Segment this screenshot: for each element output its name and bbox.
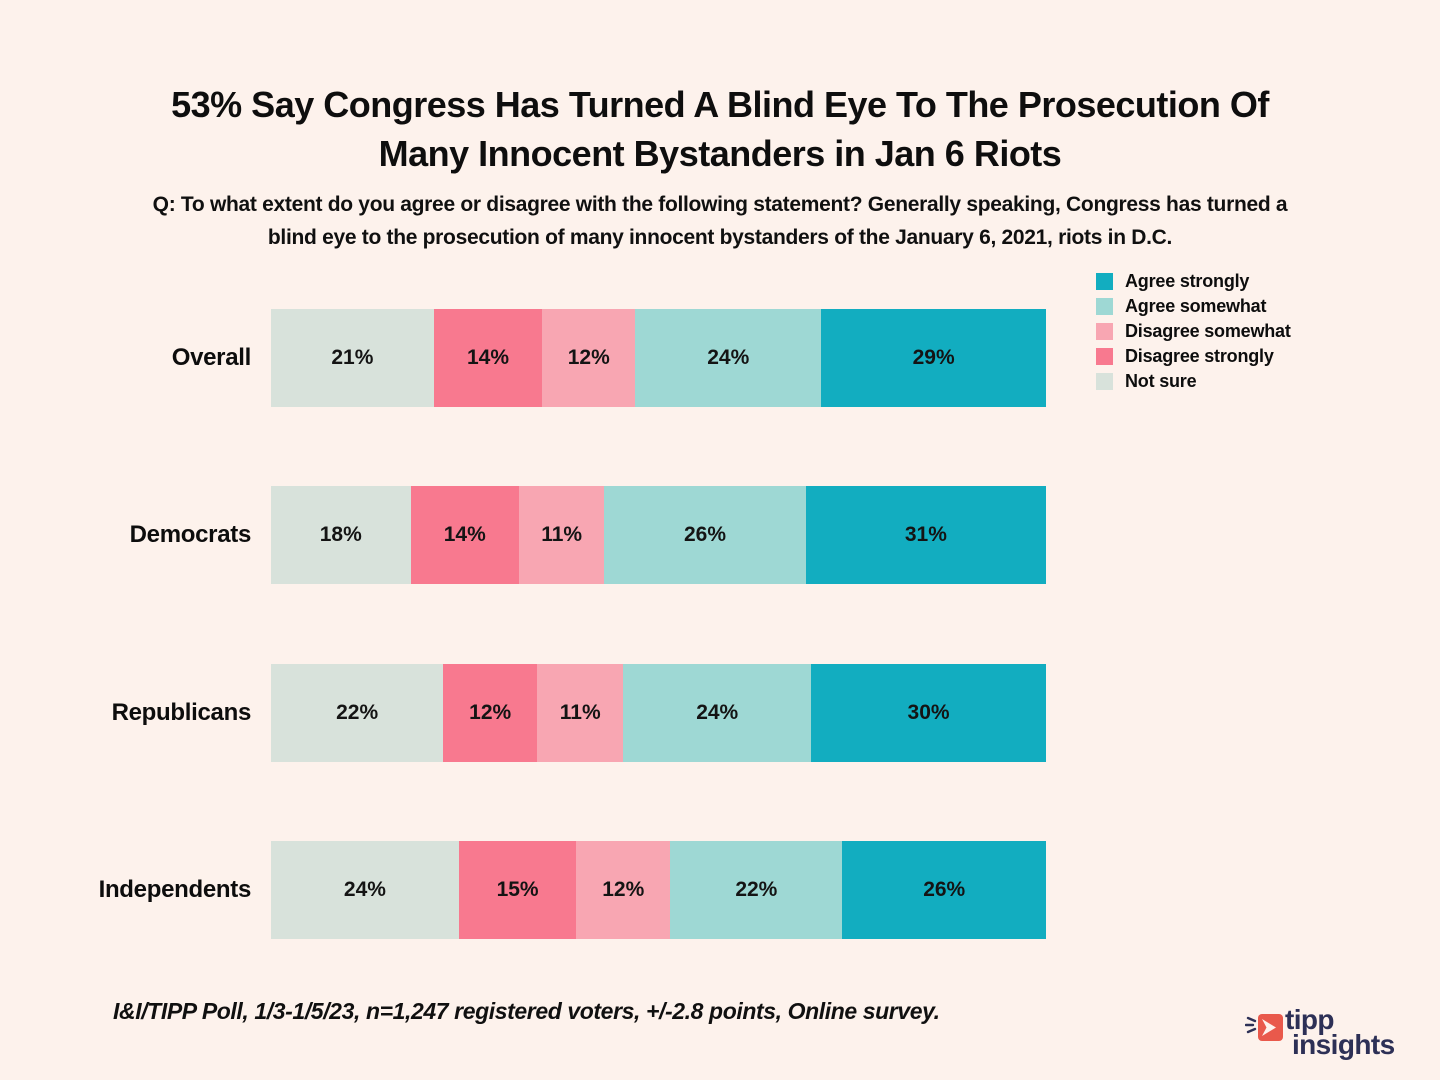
bar-segment-agree-strongly: 26% bbox=[842, 841, 1046, 939]
bar-segment-not-sure: 22% bbox=[271, 664, 444, 762]
legend-label-agree-strongly: Agree strongly bbox=[1125, 271, 1250, 291]
bar-segment-disagree-somewhat: 12% bbox=[576, 841, 671, 939]
legend-swatch-disagree-somewhat bbox=[1096, 323, 1113, 340]
bar-segment-agree-somewhat: 22% bbox=[670, 841, 843, 939]
bar-segment-agree-strongly: 30% bbox=[811, 664, 1046, 762]
legend-label-disagree-somewhat: Disagree somewhat bbox=[1125, 321, 1291, 341]
chart-title-line1: 53% Say Congress Has Turned A Blind Eye … bbox=[171, 84, 1269, 125]
bar-segment-agree-strongly: 31% bbox=[805, 486, 1046, 584]
bar-republicans: 22% 12% 11% 24% 30% bbox=[271, 664, 1046, 762]
bar-overall: 21% 14% 12% 24% 29% bbox=[271, 309, 1046, 407]
tipp-logo-mark-icon bbox=[1244, 1012, 1285, 1051]
legend-label-agree-somewhat: Agree somewhat bbox=[1125, 296, 1267, 316]
legend-item-disagree-somewhat: Disagree somewhat bbox=[1096, 319, 1291, 344]
bar-segment-not-sure: 21% bbox=[271, 309, 434, 407]
category-label-democrats: Democrats bbox=[129, 521, 252, 548]
legend-swatch-not-sure bbox=[1096, 373, 1113, 390]
bar-independents: 24% 15% 12% 22% 26% bbox=[271, 841, 1046, 939]
bar-segment-disagree-strongly: 14% bbox=[433, 309, 543, 407]
legend-label-not-sure: Not sure bbox=[1125, 371, 1197, 391]
bar-segment-disagree-somewhat: 11% bbox=[537, 664, 624, 762]
bar-segment-disagree-strongly: 14% bbox=[410, 486, 519, 584]
legend: Agree strongly Agree somewhat Disagree som… bbox=[1096, 269, 1291, 394]
bar-segment-agree-somewhat: 24% bbox=[623, 664, 812, 762]
category-label-independents: Independents bbox=[98, 876, 252, 903]
bar-segment-disagree-somewhat: 11% bbox=[519, 486, 605, 584]
legend-item-not-sure: Not sure bbox=[1096, 369, 1291, 394]
survey-question: Q: To what extent do you agree or disagr… bbox=[55, 188, 1385, 254]
survey-question-line1: Q: To what extent do you agree or disagr… bbox=[152, 193, 1288, 216]
chart-title: 53% Say Congress Has Turned A Blind Eye … bbox=[60, 80, 1380, 178]
bar-democrats: 18% 14% 11% 26% 31% bbox=[271, 486, 1046, 584]
bar-segment-agree-somewhat: 26% bbox=[604, 486, 806, 584]
survey-question-line2: blind eye to the prosecution of many inn… bbox=[267, 226, 1173, 249]
legend-swatch-agree-somewhat bbox=[1096, 298, 1113, 315]
tipp-logo-word-tipp: tipp bbox=[1285, 1004, 1335, 1035]
bar-segment-not-sure: 18% bbox=[271, 486, 411, 584]
category-label-republicans: Republicans bbox=[111, 699, 252, 726]
tipp-logo-word-insights: insights bbox=[1292, 1029, 1395, 1060]
bar-segment-disagree-strongly: 12% bbox=[443, 664, 538, 762]
legend-swatch-disagree-strongly bbox=[1096, 348, 1113, 365]
source-note: I&I/TIPP Poll, 1/3-1/5/23, n=1,247 regis… bbox=[113, 998, 940, 1024]
tipp-insights-logo: tipp insights bbox=[1244, 1004, 1420, 1070]
legend-item-agree-strongly: Agree strongly bbox=[1096, 269, 1291, 294]
bar-segment-agree-strongly: 29% bbox=[821, 309, 1046, 407]
tipp-logo-text: tipp insights bbox=[1285, 1004, 1395, 1060]
chart-title-line2: Many Innocent Bystanders in Jan 6 Riots bbox=[378, 133, 1062, 174]
bar-segment-disagree-strongly: 15% bbox=[458, 841, 577, 939]
legend-item-agree-somewhat: Agree somewhat bbox=[1096, 294, 1291, 319]
bar-segment-not-sure: 24% bbox=[271, 841, 459, 939]
legend-item-disagree-strongly: Disagree strongly bbox=[1096, 344, 1291, 369]
bar-segment-agree-somewhat: 24% bbox=[635, 309, 822, 407]
legend-swatch-agree-strongly bbox=[1096, 273, 1113, 290]
category-label-overall: Overall bbox=[171, 344, 252, 371]
legend-label-disagree-strongly: Disagree strongly bbox=[1125, 346, 1274, 366]
bar-segment-disagree-somewhat: 12% bbox=[542, 309, 636, 407]
